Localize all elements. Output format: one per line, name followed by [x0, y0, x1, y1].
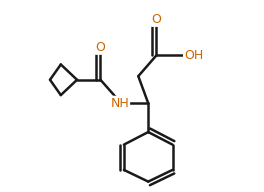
Text: NH: NH	[110, 97, 129, 110]
Text: O: O	[151, 13, 161, 26]
Text: OH: OH	[184, 49, 203, 62]
Text: O: O	[96, 41, 105, 54]
